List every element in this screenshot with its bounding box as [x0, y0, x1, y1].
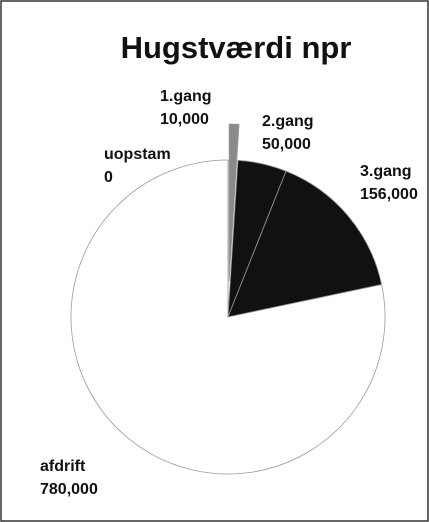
pie-slice	[70, 159, 386, 475]
slice-value-label: 10,000	[160, 111, 209, 128]
slice-label: afdrift	[40, 458, 86, 475]
pie-slice	[227, 170, 383, 318]
chart-title: Hugstværdi npr	[121, 30, 352, 65]
slice-value-label: 156,000	[360, 186, 418, 203]
pie-slice	[228, 123, 240, 282]
slice-value-label: 0	[104, 169, 113, 186]
slice-label: 1.gang	[160, 88, 212, 105]
slice-label: 3.gang	[360, 163, 412, 180]
slice-label: 2.gang	[262, 113, 314, 130]
slice-value-label: 50,000	[262, 136, 311, 153]
slice-label: uopstam	[104, 146, 171, 163]
slice-value-label: 780,000	[40, 481, 98, 498]
